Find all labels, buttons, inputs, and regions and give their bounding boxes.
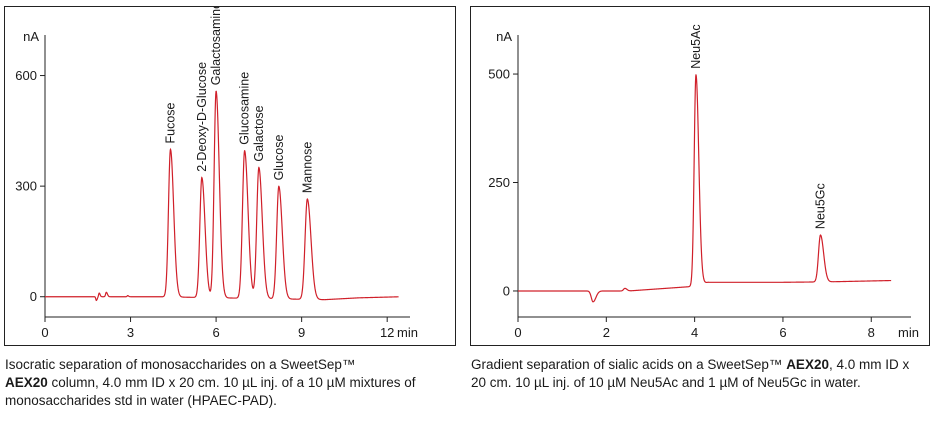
chromatogram-sialic-acids: 0 250 500 0 2 4 6 8 nA min Neu5Ac Neu5Gc bbox=[488, 24, 919, 340]
peak-neu5ac bbox=[695, 74, 697, 76]
peak-label: Fucose bbox=[163, 102, 177, 143]
peak-label: 2-Deoxy-D-Glucose bbox=[195, 62, 209, 172]
x-axis-label: min bbox=[397, 325, 418, 340]
x-tick-label: 0 bbox=[514, 325, 521, 340]
signal-trace bbox=[518, 74, 892, 303]
chromatogram-monosaccharides: 0 300 600 0 3 6 9 12 nA min Fucose 2-Deoxy-D-Glucos… bbox=[15, 7, 418, 340]
x-tick-label: 3 bbox=[127, 325, 134, 340]
y-tick-label: 250 bbox=[488, 175, 510, 190]
y-axis-label: nA bbox=[496, 29, 512, 44]
peak-label: Glucosamine bbox=[238, 72, 252, 145]
y-tick-label: 500 bbox=[488, 67, 510, 82]
y-axis-label: nA bbox=[23, 29, 39, 44]
signal-trace bbox=[45, 90, 399, 302]
caption-sialic-acids: Gradient separation of sialic acids on a… bbox=[471, 356, 926, 392]
x-tick-label: 9 bbox=[298, 325, 305, 340]
x-tick-label: 0 bbox=[41, 325, 48, 340]
peak-neu5gc bbox=[819, 234, 822, 236]
chart-panel-monosaccharides: 0 300 600 0 3 6 9 12 nA min Fucose 2-Deoxy-D-Glucos… bbox=[4, 6, 456, 346]
peak-glucose bbox=[278, 185, 280, 188]
x-tick-label: 8 bbox=[868, 325, 875, 340]
caption-left-bold: AEX20 bbox=[5, 375, 48, 390]
x-axis-label: min bbox=[898, 325, 919, 340]
y-tick-label: 0 bbox=[30, 289, 37, 304]
y-tick-label: 300 bbox=[15, 179, 37, 194]
x-tick-label: 12 bbox=[380, 325, 394, 340]
caption-right-rest: , 4.0 mm ID x 20 cm. 10 µL inj. of 10 µM… bbox=[471, 357, 910, 390]
peak-2-deoxy-d-glucose bbox=[201, 177, 203, 179]
peak-label: Neu5Gc bbox=[813, 183, 827, 229]
peak-label: Neu5Ac bbox=[689, 24, 703, 68]
peak-fucose bbox=[169, 148, 172, 151]
peak-label: Galactose bbox=[252, 105, 266, 161]
x-tick-label: 6 bbox=[779, 325, 786, 340]
y-tick-label: 0 bbox=[503, 283, 510, 298]
peak-label: Glucose bbox=[272, 135, 286, 181]
x-tick-label: 2 bbox=[603, 325, 610, 340]
peak-galactose bbox=[258, 167, 260, 169]
peak-mannose bbox=[306, 198, 308, 200]
caption-monosaccharides: Isocratic separation of monosaccharides … bbox=[5, 356, 455, 410]
y-tick-label: 600 bbox=[15, 68, 37, 83]
peak-galactosamine bbox=[215, 90, 217, 92]
caption-right-bold: AEX20 bbox=[786, 357, 829, 372]
caption-right-text: Gradient separation of sialic acids on a… bbox=[471, 357, 787, 372]
caption-left-rest: column, 4.0 mm ID x 20 cm. 10 µL inj. of… bbox=[5, 375, 416, 408]
caption-left-text: Isocratic separation of monosaccharides … bbox=[5, 357, 356, 372]
x-tick-label: 6 bbox=[212, 325, 219, 340]
peak-label: Galactosamine bbox=[209, 7, 223, 85]
chart-panel-sialic-acids: 0 250 500 0 2 4 6 8 nA min Neu5Ac Neu5Gc bbox=[470, 6, 930, 346]
peak-glucosamine bbox=[244, 150, 246, 152]
x-tick-label: 4 bbox=[691, 325, 698, 340]
peak-label: Mannose bbox=[300, 142, 314, 193]
